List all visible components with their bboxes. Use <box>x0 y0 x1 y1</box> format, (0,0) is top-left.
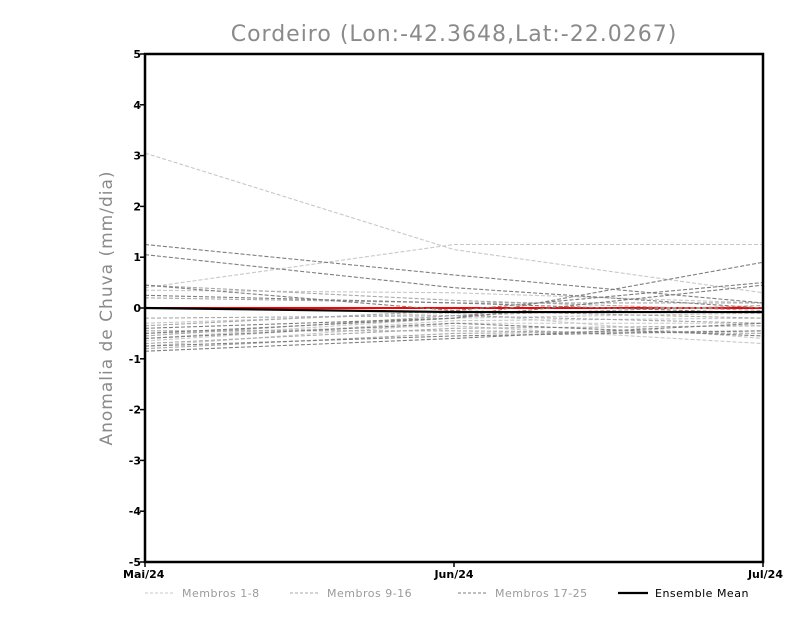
member-line-g2-15 <box>144 330 764 350</box>
legend-label-mean: Ensemble Mean <box>655 587 749 600</box>
member-line-g3-23 <box>144 330 764 347</box>
y-tick-label: -1 <box>129 353 141 366</box>
legend-label-g1: Membros 1-8 <box>182 587 260 600</box>
y-axis: -5 -4 -3 -2 -1 0 1 2 3 4 5 <box>129 48 145 569</box>
member-line-g2-14 <box>144 325 764 345</box>
legend: Membros 1-8 Membros 9-16 Membros 17-25 Ense… <box>145 587 749 600</box>
y-tick-label: 5 <box>133 48 141 61</box>
y-tick-label: 1 <box>133 251 141 264</box>
member-line-g3-16 <box>144 243 764 304</box>
y-axis-label: Anomalia de Chuva (mm/dia) <box>97 170 117 445</box>
member-line-g2-8 <box>144 284 764 312</box>
member-line-g1-2 <box>144 289 764 304</box>
y-tick-label: 2 <box>133 200 141 213</box>
x-axis: Mai/24 Jun/24 Jul/24 <box>123 562 783 581</box>
member-line-g3-22 <box>144 322 764 340</box>
member-line-g2-11 <box>144 309 764 327</box>
member-line-g1-0 <box>144 152 764 294</box>
y-tick-label: 0 <box>133 302 141 315</box>
legend-label-g2: Membros 9-16 <box>327 587 412 600</box>
member-line-g3-19 <box>144 294 764 314</box>
member-line-g3-17 <box>144 254 764 309</box>
x-tick-label: Jun/24 <box>433 568 473 581</box>
series-layer <box>144 152 764 352</box>
member-line-g3-21 <box>144 284 764 334</box>
member-line-g1-6 <box>144 317 764 342</box>
member-line-g3-18 <box>144 282 764 312</box>
y-tick-label: -2 <box>129 404 141 417</box>
member-line-g2-12 <box>145 330 764 334</box>
y-tick-label: 3 <box>133 150 141 163</box>
y-tick-label: -3 <box>129 454 141 467</box>
legend-label-g3: Membros 17-25 <box>495 587 588 600</box>
plot-area: -5 -4 -3 -2 -1 0 1 2 3 4 5 Mai/24 Jun/24 Jul/24 <box>123 48 783 581</box>
y-tick-label: -4 <box>129 505 142 518</box>
y-tick-label: 4 <box>133 99 141 112</box>
x-tick-label: Mai/24 <box>123 568 165 581</box>
member-line-g1-1 <box>144 243 763 289</box>
member-line-g2-13 <box>144 304 764 337</box>
member-line-g3-24 <box>144 322 764 352</box>
x-tick-label: Jul/24 <box>747 568 783 581</box>
chart-title: Cordeiro (Lon:-42.3648,Lat:-22.0267) <box>231 22 678 47</box>
y-tick-label: -5 <box>129 556 141 569</box>
ensemble-mean-line <box>144 306 763 314</box>
